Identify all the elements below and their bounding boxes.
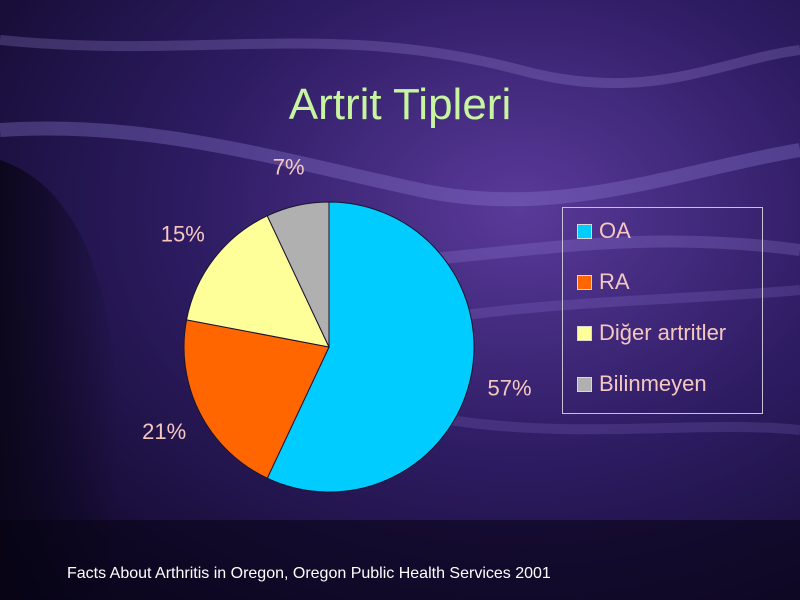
chart-legend: OA RA Diğer artritler Bilinmeyen bbox=[562, 207, 763, 414]
slide-title: Artrit Tipleri bbox=[288, 80, 512, 129]
legend-swatch-diger-artritler bbox=[577, 325, 592, 341]
legend-item-oa: OA bbox=[577, 217, 631, 245]
legend-swatch-ra bbox=[577, 274, 592, 290]
pie-label-ra: 21% bbox=[142, 419, 186, 444]
pie-label-bilinmeyen: 7% bbox=[273, 154, 305, 179]
source-citation: Facts About Arthritis in Oregon, Oregon … bbox=[67, 565, 551, 582]
legend-swatch-oa bbox=[577, 223, 592, 239]
legend-item-bilinmeyen: Bilinmeyen bbox=[577, 370, 707, 398]
legend-swatch-bilinmeyen bbox=[577, 376, 592, 392]
pie-label-diger-artritler: 15% bbox=[161, 222, 205, 247]
legend-label-diger-artritler: Diğer artritler bbox=[599, 320, 727, 345]
pie-slice-bilinmeyen bbox=[266, 201, 330, 348]
pie-slice-diger-artritler bbox=[185, 215, 330, 348]
pie-slice-oa bbox=[266, 201, 475, 493]
legend-item-ra: RA bbox=[577, 268, 630, 296]
legend-label-oa: OA bbox=[599, 218, 631, 243]
pie-label-oa: 57% bbox=[488, 375, 532, 400]
legend-label-ra: RA bbox=[599, 269, 630, 294]
pie-slice-ra bbox=[183, 319, 330, 479]
legend-item-diger-artritler: Diğer artritler bbox=[577, 319, 726, 347]
legend-label-bilinmeyen: Bilinmeyen bbox=[599, 371, 707, 396]
